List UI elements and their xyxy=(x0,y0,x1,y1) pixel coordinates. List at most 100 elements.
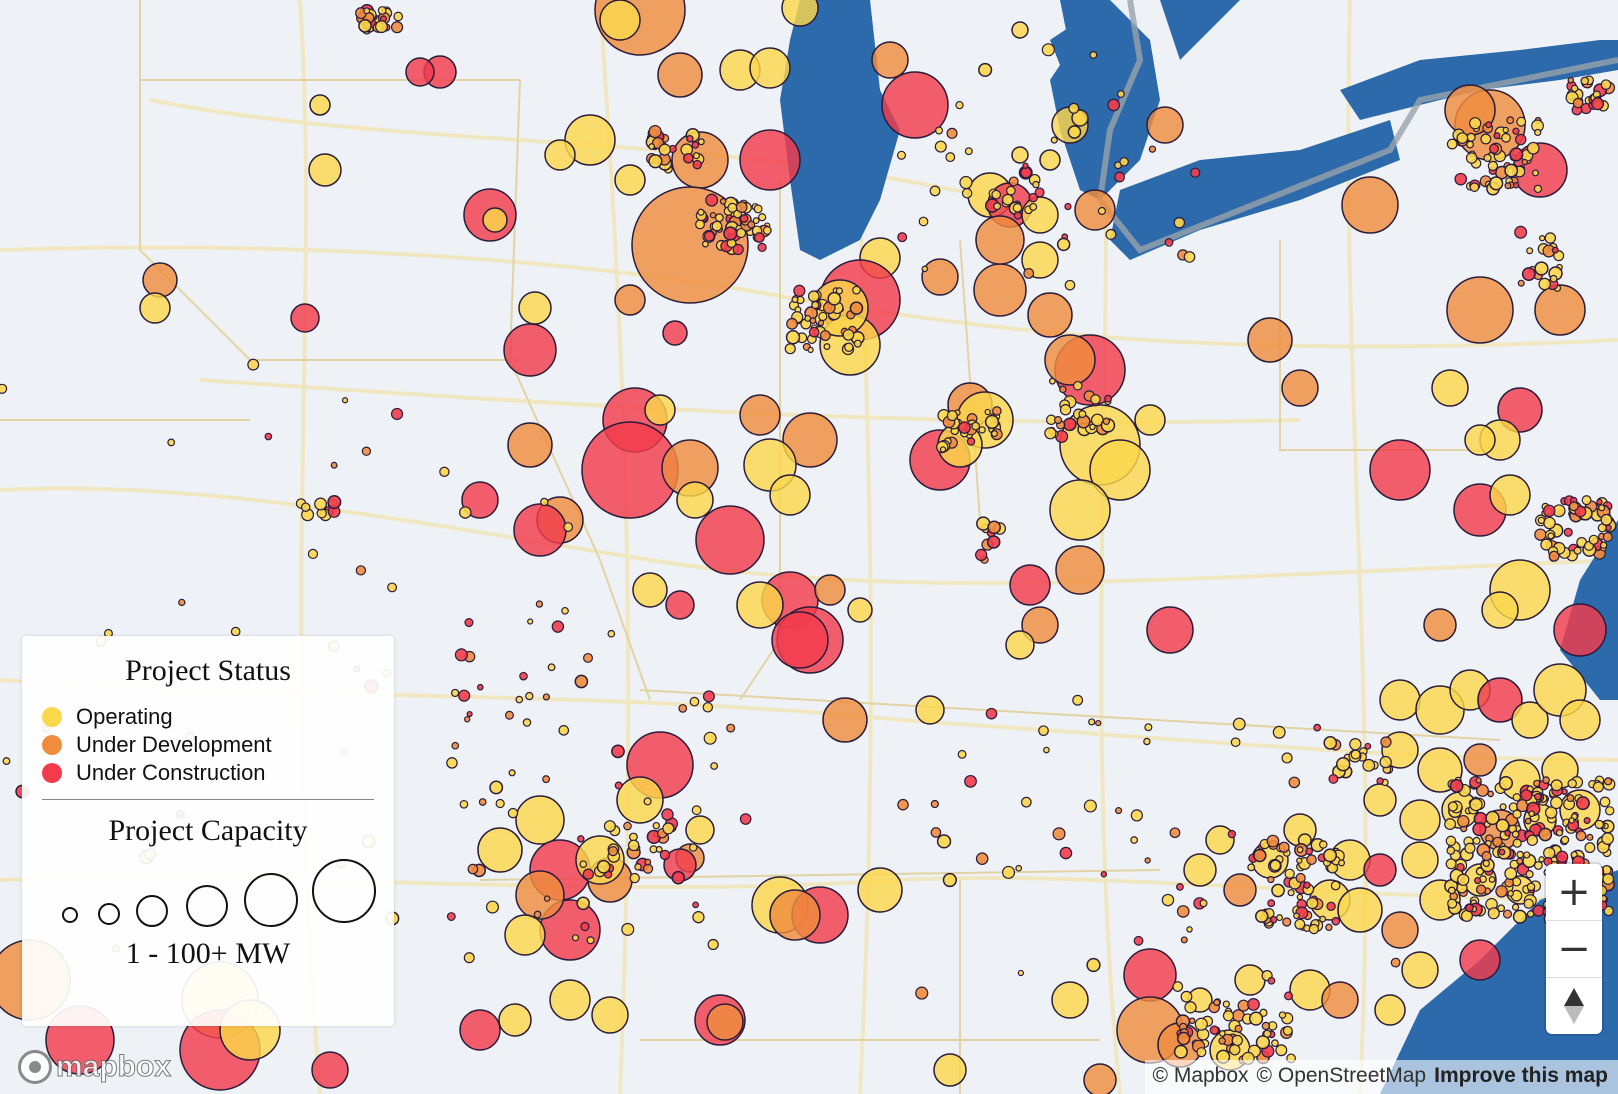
project-marker[interactable] xyxy=(1072,380,1083,391)
project-marker[interactable] xyxy=(1002,865,1016,879)
project-marker[interactable] xyxy=(1469,182,1480,193)
project-marker[interactable] xyxy=(1525,870,1534,879)
project-marker[interactable] xyxy=(1512,809,1522,819)
project-marker[interactable] xyxy=(819,330,831,341)
project-marker[interactable] xyxy=(939,446,947,453)
project-marker[interactable] xyxy=(1078,410,1087,419)
project-marker[interactable] xyxy=(1023,267,1035,279)
project-marker[interactable] xyxy=(1227,829,1237,839)
project-marker[interactable] xyxy=(571,934,580,942)
project-marker[interactable] xyxy=(451,741,460,750)
project-marker[interactable] xyxy=(464,617,474,628)
project-marker[interactable] xyxy=(1485,810,1500,826)
project-marker[interactable] xyxy=(504,710,514,720)
project-marker[interactable] xyxy=(1399,799,1441,841)
project-marker[interactable] xyxy=(1447,886,1456,895)
project-marker[interactable] xyxy=(1055,545,1105,595)
project-marker[interactable] xyxy=(1006,185,1016,196)
project-marker[interactable] xyxy=(807,346,814,354)
project-marker[interactable] xyxy=(644,394,676,426)
project-marker[interactable] xyxy=(1194,1017,1208,1031)
project-marker[interactable] xyxy=(551,620,565,633)
project-marker[interactable] xyxy=(508,769,516,777)
project-marker[interactable] xyxy=(1062,417,1077,432)
project-marker[interactable] xyxy=(714,213,724,223)
project-marker[interactable] xyxy=(1446,276,1514,344)
project-marker[interactable] xyxy=(1445,835,1457,847)
project-marker[interactable] xyxy=(1009,564,1051,606)
project-marker[interactable] xyxy=(1222,1010,1235,1022)
project-marker[interactable] xyxy=(1534,261,1549,276)
project-marker[interactable] xyxy=(1549,274,1558,283)
project-marker[interactable] xyxy=(247,358,260,371)
project-marker[interactable] xyxy=(1526,882,1536,892)
project-marker[interactable] xyxy=(1501,132,1511,143)
project-marker[interactable] xyxy=(459,1009,501,1051)
project-marker[interactable] xyxy=(1188,1017,1196,1025)
project-marker[interactable] xyxy=(1330,880,1341,891)
project-marker[interactable] xyxy=(946,127,958,139)
project-marker[interactable] xyxy=(1196,1047,1207,1058)
project-marker[interactable] xyxy=(897,798,909,811)
project-marker[interactable] xyxy=(849,301,864,315)
project-marker[interactable] xyxy=(476,683,484,691)
project-marker[interactable] xyxy=(1506,116,1515,125)
project-marker[interactable] xyxy=(314,497,328,511)
project-marker[interactable] xyxy=(1497,904,1506,913)
project-marker[interactable] xyxy=(1263,1029,1272,1038)
project-marker[interactable] xyxy=(1012,203,1023,213)
project-marker[interactable] xyxy=(971,421,981,431)
project-marker[interactable] xyxy=(961,188,973,199)
project-marker[interactable] xyxy=(1575,796,1590,811)
project-marker[interactable] xyxy=(1104,394,1112,403)
project-marker[interactable] xyxy=(1445,858,1457,870)
project-marker[interactable] xyxy=(1146,106,1184,144)
project-marker[interactable] xyxy=(515,795,565,845)
project-marker[interactable] xyxy=(1600,513,1613,526)
project-marker[interactable] xyxy=(697,138,705,146)
project-marker[interactable] xyxy=(1209,1025,1220,1035)
project-marker[interactable] xyxy=(544,139,576,171)
project-marker[interactable] xyxy=(1447,898,1458,909)
project-marker[interactable] xyxy=(1247,863,1256,872)
project-marker[interactable] xyxy=(665,590,695,620)
project-marker[interactable] xyxy=(915,695,945,725)
project-marker[interactable] xyxy=(1267,875,1275,884)
project-marker[interactable] xyxy=(1526,910,1535,918)
project-marker[interactable] xyxy=(1039,149,1061,171)
project-marker[interactable] xyxy=(732,243,744,256)
project-marker[interactable] xyxy=(1308,923,1320,935)
project-marker[interactable] xyxy=(1223,873,1257,907)
project-marker[interactable] xyxy=(1134,404,1166,436)
project-marker[interactable] xyxy=(1048,377,1056,385)
project-marker[interactable] xyxy=(1044,427,1057,440)
zoom-in-button[interactable]: + xyxy=(1546,864,1602,921)
project-marker[interactable] xyxy=(1059,385,1067,394)
project-marker[interactable] xyxy=(1056,237,1071,252)
project-marker[interactable] xyxy=(1596,498,1603,506)
project-marker[interactable] xyxy=(703,731,717,745)
project-marker[interactable] xyxy=(1205,825,1235,855)
project-marker[interactable] xyxy=(659,849,671,861)
project-marker[interactable] xyxy=(1184,1001,1197,1014)
project-marker[interactable] xyxy=(918,216,929,227)
project-marker[interactable] xyxy=(1555,850,1569,864)
project-marker[interactable] xyxy=(1469,797,1483,812)
project-marker[interactable] xyxy=(607,629,616,638)
improve-map-link[interactable]: Improve this map xyxy=(1434,1064,1608,1087)
project-marker[interactable] xyxy=(1492,836,1503,848)
project-marker[interactable] xyxy=(563,522,574,532)
project-marker[interactable] xyxy=(547,663,556,672)
project-marker[interactable] xyxy=(1271,1039,1279,1047)
project-marker[interactable] xyxy=(363,7,371,15)
project-marker[interactable] xyxy=(1581,495,1592,506)
project-marker[interactable] xyxy=(929,185,941,197)
project-marker[interactable] xyxy=(599,0,641,41)
project-marker[interactable] xyxy=(1186,926,1193,933)
project-marker[interactable] xyxy=(1521,158,1528,166)
project-marker[interactable] xyxy=(1487,907,1500,920)
project-marker[interactable] xyxy=(1465,903,1474,913)
project-marker[interactable] xyxy=(1015,864,1023,872)
project-marker[interactable] xyxy=(167,438,176,447)
